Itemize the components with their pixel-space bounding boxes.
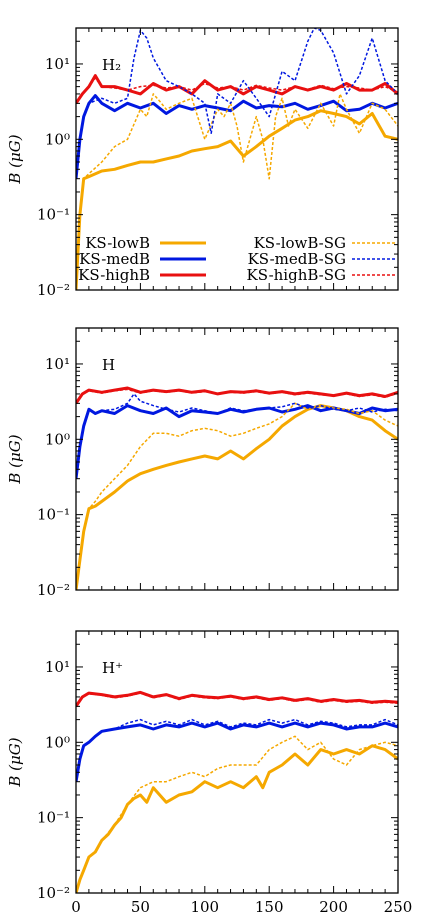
series-line-ks-medb	[76, 94, 398, 179]
x-tick-label: 100	[190, 898, 219, 916]
series-line-ks-lowb	[76, 109, 398, 290]
series-line-ks-highb	[76, 690, 398, 708]
x-tick-label: 200	[319, 898, 348, 916]
y-axis-label: B (μG)	[6, 434, 24, 484]
series-line-ks-medb-sg	[76, 718, 398, 782]
series-line-ks-highb	[76, 386, 398, 405]
y-tick-label: 10⁻²	[37, 281, 70, 299]
legend-label: KS-lowB	[85, 234, 150, 252]
legend-label: KS-highB-SG	[247, 266, 346, 284]
y-tick-label: 10⁻¹	[37, 206, 70, 224]
series-group	[76, 386, 398, 590]
series-line-ks-lowb	[76, 404, 398, 590]
series-line-ks-medb-sg	[76, 393, 398, 479]
legend-label: KS-lowB-SG	[254, 234, 346, 252]
plot-frame	[75, 630, 399, 894]
y-tick-label: 10¹	[45, 355, 70, 373]
y-tick-label: 10⁰	[45, 733, 70, 751]
series-group	[76, 690, 398, 893]
panel-label: H₂	[102, 56, 121, 74]
y-axis-label: B (μG)	[6, 737, 24, 787]
x-tick-label: 0	[71, 898, 81, 916]
series-line-ks-medb-sg	[76, 28, 398, 179]
series-group	[76, 28, 398, 290]
legend-label: KS-medB-SG	[248, 250, 346, 268]
y-tick-label: 10⁻¹	[37, 506, 70, 524]
series-line-ks-lowb	[76, 744, 398, 893]
legend-label: KS-medB	[79, 250, 150, 268]
series-line-ks-lowb-sg	[76, 93, 398, 290]
y-tick-label: 10¹	[45, 658, 70, 676]
y-tick-label: 10⁻²	[37, 884, 70, 902]
y-tick-label: 10⁻¹	[37, 809, 70, 827]
x-tick-label: 150	[255, 898, 284, 916]
series-line-ks-highb	[76, 74, 398, 105]
panel-2: 10⁻² 10⁻¹ 10⁰ 10¹ H B (μG)	[6, 327, 399, 599]
legend-label: KS-highB	[78, 266, 150, 284]
panel-label: H	[102, 356, 115, 374]
series-line-ks-lowb-sg	[76, 402, 398, 590]
series-line-ks-highb-sg	[76, 388, 398, 404]
y-tick-label: 10⁰	[45, 430, 70, 448]
panel-label: H⁺	[102, 659, 123, 677]
y-tick-label: 10⁻²	[37, 581, 70, 599]
x-tick-label: 250	[384, 898, 413, 916]
plot-frame	[75, 327, 399, 591]
y-axis-label: B (μG)	[6, 134, 24, 184]
y-tick-label: 10¹	[45, 55, 70, 73]
series-line-ks-highb-sg	[76, 692, 398, 707]
x-tick-label: 50	[131, 898, 150, 916]
series-line-ks-lowb-sg	[76, 735, 398, 893]
y-tick-label: 10⁰	[45, 130, 70, 148]
series-line-ks-medb	[76, 721, 398, 782]
plot-frame	[75, 27, 399, 291]
